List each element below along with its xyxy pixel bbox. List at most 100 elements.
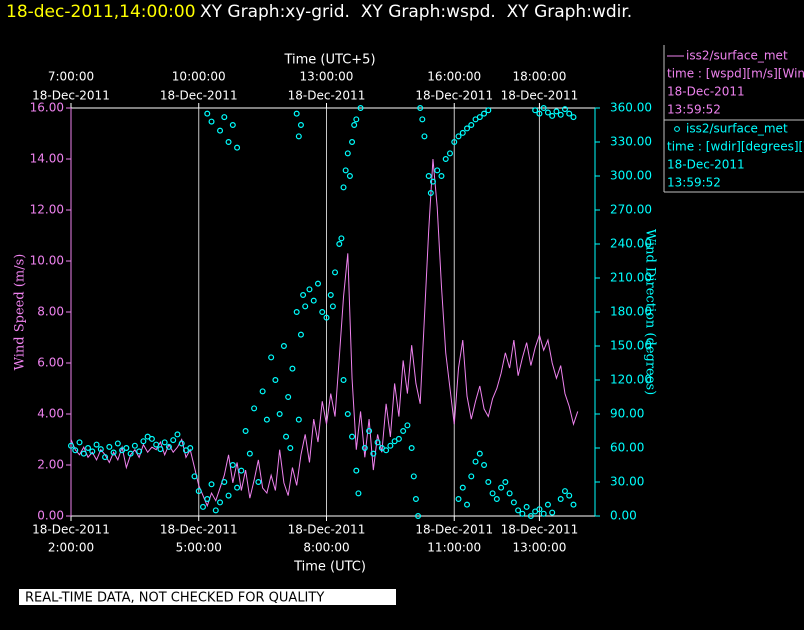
wind-direction-point <box>319 309 326 316</box>
wind-direction-point <box>208 118 215 125</box>
wind-direction-point <box>455 133 462 140</box>
wind-direction-point <box>93 441 100 448</box>
legend-detail: 18-Dec-2011 <box>667 85 745 99</box>
y2-tick-label: 210.00 <box>610 271 652 285</box>
wind-direction-point <box>127 450 134 457</box>
x-tick-label: 13:00:00 <box>512 541 566 555</box>
x-tick-label: 11:00:00 <box>427 541 481 555</box>
wind-direction-point <box>255 479 262 486</box>
wind-direction-point <box>374 439 381 446</box>
wind-direction-point <box>472 458 479 465</box>
wind-direction-point <box>221 479 228 486</box>
x2-tick-date: 18-Dec-2011 <box>160 89 238 103</box>
wind-direction-point <box>410 473 417 480</box>
wind-direction-point <box>229 462 236 469</box>
wind-direction-point <box>370 450 377 457</box>
wind-direction-point <box>161 439 168 446</box>
x2-tick-date: 18-Dec-2011 <box>288 89 366 103</box>
note: REAL-TIME DATA, NOT CHECKED FOR QUALITY <box>25 591 324 606</box>
wind-direction-point <box>251 405 258 412</box>
wind-direction-point <box>208 481 215 488</box>
wind-direction-point <box>566 492 573 499</box>
wind-direction-point <box>566 110 573 117</box>
wind-direction-point <box>540 104 547 111</box>
wind-direction-point <box>106 443 113 450</box>
wind-direction-point <box>536 110 543 117</box>
wind-direction-point <box>498 484 505 491</box>
wind-direction-point <box>323 314 330 321</box>
wind-speed-line <box>70 158 579 508</box>
wind-direction-point <box>300 292 307 299</box>
wind-direction-point <box>289 365 296 372</box>
wind-direction-point <box>153 441 160 448</box>
x-tick-date: 18-Dec-2011 <box>32 523 110 537</box>
y2-tick-label: 30.00 <box>610 475 644 489</box>
wind-direction-point <box>351 121 358 128</box>
wind-direction-point <box>527 512 534 519</box>
wind-direction-point <box>459 129 466 136</box>
wind-direction-point <box>468 473 475 480</box>
wind-direction-point <box>131 442 138 449</box>
x2-tick-label: 16:00:00 <box>427 70 481 84</box>
wind-direction-point <box>293 110 300 117</box>
wind-direction-point <box>246 450 253 457</box>
wind-direction-point <box>417 104 424 111</box>
wind-direction-point <box>408 445 415 452</box>
wind-direction-point <box>481 462 488 469</box>
y2-tick-label: 0.00 <box>610 509 637 523</box>
x-tick-label: 8:00:00 <box>303 541 349 555</box>
wind-direction-point <box>332 269 339 276</box>
x-axis-title: Time (UTC) <box>293 560 366 575</box>
wind-direction-point <box>280 343 287 350</box>
wind-direction-point <box>446 150 453 157</box>
wind-direction-point <box>427 190 434 197</box>
wind-direction-point <box>76 439 83 446</box>
wind-direction-point <box>157 446 164 453</box>
wind-direction-point <box>510 499 517 506</box>
x2-tick-label: 10:00:00 <box>172 70 226 84</box>
wind-direction-point <box>174 431 181 438</box>
wind-direction-point <box>451 139 458 146</box>
wind-direction-point <box>225 492 232 499</box>
y2-tick-label: 180.00 <box>610 305 652 319</box>
wind-direction-point <box>476 450 483 457</box>
wind-direction-point <box>425 173 432 180</box>
wind-direction-point <box>229 121 236 128</box>
wind-direction-point <box>187 445 194 452</box>
wind-direction-point <box>287 445 294 452</box>
wind-direction-point <box>297 121 304 128</box>
y-tick-label: 2.00 <box>37 458 64 472</box>
wind-direction-point <box>338 235 345 242</box>
wind-direction-point <box>429 178 436 185</box>
wind-direction-point <box>344 411 351 418</box>
wind-direction-point <box>110 449 117 456</box>
wind-direction-point <box>383 447 390 454</box>
wind-direction-point <box>217 127 224 134</box>
wind-direction-point <box>464 125 471 132</box>
wind-direction-point <box>412 496 419 503</box>
y2-tick-label: 120.00 <box>610 373 652 387</box>
wind-direction-point <box>295 416 302 423</box>
wind-direction-point <box>415 512 422 519</box>
note-box <box>19 589 396 605</box>
wind-direction-point <box>355 490 362 497</box>
y2-tick-label: 60.00 <box>610 441 644 455</box>
wind-direction-point <box>349 433 356 440</box>
wind-direction-point <box>570 501 577 508</box>
wind-direction-point <box>349 139 356 146</box>
wind-direction-point <box>459 484 466 491</box>
wind-direction-point <box>489 490 496 497</box>
x2-tick-date: 18-Dec-2011 <box>415 89 493 103</box>
x-tick-label: 2:00:00 <box>48 541 94 555</box>
wind-direction-point <box>570 114 577 121</box>
wind-direction-point <box>217 499 224 506</box>
wind-direction-point <box>327 292 334 299</box>
wind-direction-point <box>191 473 198 480</box>
legend-detail: time : [wdir][degrees][Wind <box>667 140 804 154</box>
wind-direction-point <box>114 440 121 447</box>
y2-tick-label: 270.00 <box>610 203 652 217</box>
wind-direction-point <box>553 108 560 115</box>
wind-direction-point <box>502 479 509 486</box>
wind-direction-point <box>295 133 302 140</box>
wind-direction-point <box>310 297 317 304</box>
